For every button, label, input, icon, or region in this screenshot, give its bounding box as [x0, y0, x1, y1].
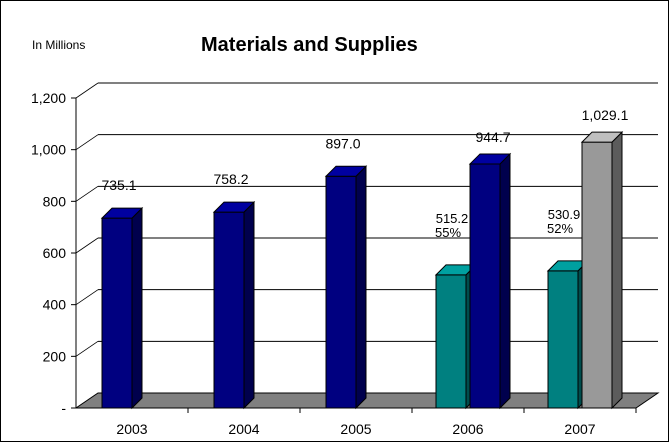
- y-tick-label: 200: [43, 348, 67, 364]
- data-label: 530.9: [548, 207, 581, 222]
- percent-label: 52%: [547, 221, 573, 236]
- y-tick-label: 1,000: [31, 142, 66, 158]
- bar-main: [212, 200, 256, 410]
- gridline-diag: [75, 82, 99, 99]
- x-tick-label: 2005: [340, 421, 371, 437]
- y-tick-label: 1,200: [31, 90, 66, 106]
- y-tick-label: 400: [43, 297, 67, 313]
- bar-main-side: [499, 152, 511, 410]
- bar-main: [324, 165, 368, 410]
- data-label: 758.2: [213, 171, 248, 187]
- data-label: 735.1: [101, 177, 136, 193]
- bar-main-front: [469, 163, 501, 409]
- gridline-diag: [75, 341, 99, 357]
- bar-main-side: [611, 130, 623, 410]
- data-label: 515.2: [436, 211, 469, 226]
- bar-main: [468, 152, 512, 410]
- bar-main-side: [355, 165, 367, 410]
- x-tick-label: 2003: [116, 421, 147, 437]
- bar-main-side: [131, 206, 143, 410]
- bar-main-side: [243, 200, 255, 410]
- bar-teal-front: [547, 270, 579, 409]
- bar-main-front: [213, 211, 245, 409]
- gridline-diag: [75, 134, 99, 150]
- gridline-diag: [75, 237, 99, 254]
- bar-main-front: [581, 141, 613, 409]
- bar-main: [100, 206, 144, 410]
- y-tick-label: -: [61, 400, 66, 416]
- data-label: 1,029.1: [582, 107, 629, 123]
- y-tick-label: 800: [43, 193, 67, 209]
- bar-main-top: [580, 131, 624, 143]
- chart-title: Materials and Supplies: [201, 34, 418, 56]
- bar-main-front: [325, 175, 357, 409]
- bar-teal-front: [435, 274, 467, 409]
- data-label: 944.7: [475, 129, 510, 145]
- x-tick-label: 2006: [452, 421, 483, 437]
- bar-main-top: [468, 153, 512, 165]
- bar-main-top: [212, 201, 256, 213]
- bar-main: [580, 130, 624, 410]
- gridline-diag: [75, 289, 99, 305]
- data-label: 897.0: [325, 135, 360, 151]
- x-tick-label: 2004: [228, 421, 259, 437]
- bar-main-front: [101, 217, 133, 409]
- percent-label: 55%: [435, 225, 461, 240]
- y-tick-label: 600: [43, 245, 67, 261]
- unit-label: In Millions: [32, 38, 86, 52]
- bar-main-top: [324, 165, 368, 177]
- gridline-diag: [75, 186, 99, 202]
- bar-main-top: [100, 207, 144, 219]
- x-tick-label: 2007: [564, 421, 595, 437]
